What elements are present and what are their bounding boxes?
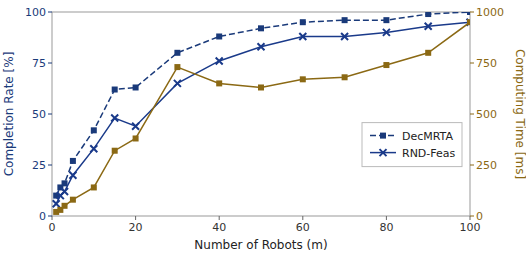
y-tick	[48, 63, 52, 64]
point	[467, 12, 470, 15]
x-axis-label: Number of Robots (m)	[194, 238, 327, 252]
series	[53, 19, 470, 208]
point	[174, 80, 181, 87]
point	[53, 200, 60, 207]
point	[90, 145, 97, 152]
y2-tick-label: 250	[476, 159, 497, 172]
point	[258, 25, 264, 31]
point	[258, 84, 264, 90]
y2-tick-label: 1000	[476, 6, 504, 19]
point	[216, 33, 222, 39]
x-tick-label: 60	[296, 221, 310, 234]
legend-box	[362, 123, 462, 167]
y-axis-label: Completion Rate [%]	[2, 52, 16, 177]
point	[342, 74, 348, 80]
point	[91, 127, 97, 133]
legend-marker	[380, 149, 387, 156]
y2-tick-label: 0	[476, 210, 483, 223]
point	[70, 197, 76, 203]
point	[62, 180, 68, 186]
legend-marker	[380, 133, 386, 139]
point	[258, 43, 265, 50]
y2-tick	[470, 114, 474, 115]
x-tick	[52, 216, 53, 220]
point	[342, 17, 348, 23]
plot-area	[53, 12, 470, 215]
y-tick-label: 0	[39, 210, 46, 223]
y-tick	[48, 216, 52, 217]
point	[341, 33, 348, 40]
legend-label: RND-Feas	[402, 147, 456, 160]
y-tick	[48, 165, 52, 166]
y2-tick	[470, 216, 474, 217]
legend-label: DecMRTA	[402, 130, 453, 143]
series	[53, 19, 470, 215]
x-tick	[302, 216, 303, 220]
point	[69, 172, 76, 179]
x-tick	[219, 216, 220, 220]
point	[112, 148, 118, 154]
y2-tick	[470, 63, 474, 64]
plot-frame	[52, 12, 470, 216]
point	[112, 87, 118, 93]
point	[133, 84, 139, 90]
y-tick-label: 100	[25, 6, 46, 19]
y2-tick	[470, 165, 474, 166]
x-tick-label: 0	[49, 221, 56, 234]
series-line	[56, 22, 470, 212]
point	[383, 29, 390, 36]
x-tick-label: 40	[212, 221, 226, 234]
point	[425, 23, 432, 30]
point	[425, 12, 431, 17]
y2-tick-label: 500	[476, 108, 497, 121]
point	[91, 184, 97, 190]
point	[425, 50, 431, 56]
point	[300, 19, 306, 25]
point	[111, 115, 118, 122]
point	[70, 158, 76, 164]
x-tick	[386, 216, 387, 220]
y2-tick	[470, 12, 474, 13]
point	[62, 203, 68, 209]
y2-axis-label: Computing Time [ms]	[513, 49, 526, 179]
point	[383, 62, 389, 68]
point	[216, 57, 223, 64]
point	[467, 19, 471, 26]
y-tick	[48, 12, 52, 13]
point	[132, 123, 139, 130]
point	[61, 188, 68, 195]
series-line	[56, 22, 470, 204]
series	[53, 12, 470, 199]
point	[174, 50, 180, 56]
legend: DecMRTA RND-Feas	[362, 123, 462, 167]
x-tick	[470, 216, 471, 220]
y2-tick-label: 750	[476, 57, 497, 70]
y-tick-label: 50	[32, 108, 46, 121]
point	[133, 135, 139, 141]
series-line	[56, 12, 470, 196]
point	[174, 64, 180, 70]
point	[300, 76, 306, 82]
y-tick-label: 25	[32, 159, 46, 172]
point	[216, 80, 222, 86]
x-tick-label: 20	[129, 221, 143, 234]
chart: 0 20 40 60 80 100 Number of Robots (m) 0 25 50 75 1…	[0, 0, 526, 254]
point	[383, 17, 389, 23]
x-tick	[135, 216, 136, 220]
x-tick-label: 80	[379, 221, 393, 234]
point	[467, 19, 470, 25]
point	[299, 33, 306, 40]
y-tick	[48, 114, 52, 115]
y-tick-label: 75	[32, 57, 46, 70]
